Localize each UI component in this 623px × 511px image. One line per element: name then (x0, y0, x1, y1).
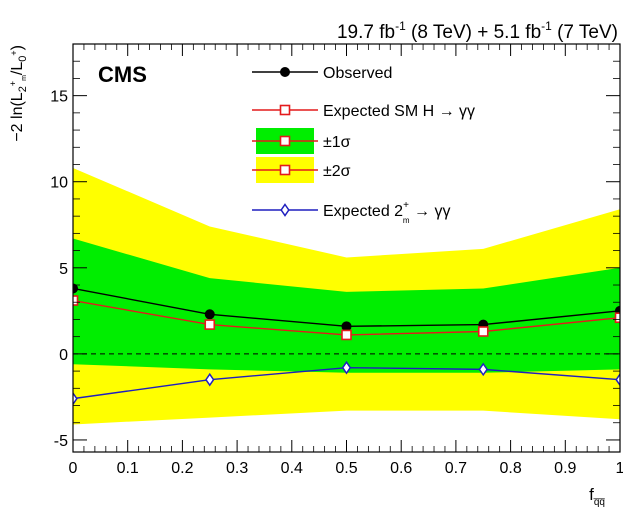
x-tick-label: 0.9 (554, 460, 576, 477)
y-tick-label: -5 (54, 433, 68, 450)
legend-1sigma-label: ±1σ (323, 134, 351, 151)
legend-expected-alt-marker (280, 203, 290, 217)
point-expected-sm (204, 319, 216, 330)
point-observed (73, 283, 78, 294)
series-expected-sm (73, 295, 620, 341)
legend-observed-marker (280, 67, 290, 77)
x-tick-label: 0.4 (281, 460, 303, 477)
x-tick-label: 0.2 (171, 460, 193, 477)
point-expected-sm (477, 326, 489, 337)
band-1sigma (73, 238, 620, 373)
legend-observed-label: Observed (323, 65, 392, 82)
x-tick-label: 0.6 (390, 460, 412, 477)
point-expected-sm (341, 329, 352, 341)
y-tick-label: 5 (59, 261, 68, 278)
point-expected-alt (205, 372, 215, 387)
luminosity-label: 19.7 fb-1 (8 TeV) + 5.1 fb-1 (7 TeV) (337, 19, 618, 43)
y-tick-label: 0 (59, 347, 68, 364)
uncertainty-bands (73, 167, 620, 425)
point-expected-alt (478, 362, 488, 377)
y-tick-label: 10 (50, 175, 68, 192)
legend-2sigma-marker (279, 164, 291, 176)
legend-1sigma-marker (279, 135, 291, 147)
series-lines (73, 283, 620, 406)
x-tick-label: 0.1 (117, 460, 139, 477)
legend-expected-sm-marker (279, 104, 291, 116)
y-axis-label: −2 ln(L2+m/L0+) (8, 45, 29, 142)
point-expected-sm (614, 312, 620, 324)
legend-expected-alt-label: Expected 2+ m → γγ (323, 200, 450, 225)
legend-2sigma-label: ±2σ (323, 163, 351, 180)
point-expected-alt (73, 391, 78, 406)
point-observed (341, 321, 352, 332)
x-tick-label: 1 (616, 460, 623, 477)
point-expected-alt (615, 372, 620, 387)
point-expected-sm (73, 295, 79, 306)
x-tick-label: 0.3 (226, 460, 248, 477)
y-tick-label: 15 (50, 89, 68, 106)
x-tick-label: 0.5 (335, 460, 357, 477)
x-tick-label: 0.7 (445, 460, 467, 477)
x-axis-label: fq̅q̅ (589, 485, 605, 508)
point-expected-alt (341, 360, 352, 375)
x-tick-label: 0 (69, 460, 78, 477)
legend-expected-sm-label: Expected SM H → γγ (323, 103, 475, 120)
x-tick-label: 0.8 (499, 460, 521, 477)
legend: Observed Expected SM H → γγ ±1σ ±2σ Expected… (252, 65, 475, 225)
series-expected-alt (73, 360, 620, 406)
experiment-label: CMS (98, 62, 147, 87)
point-observed (204, 309, 215, 320)
